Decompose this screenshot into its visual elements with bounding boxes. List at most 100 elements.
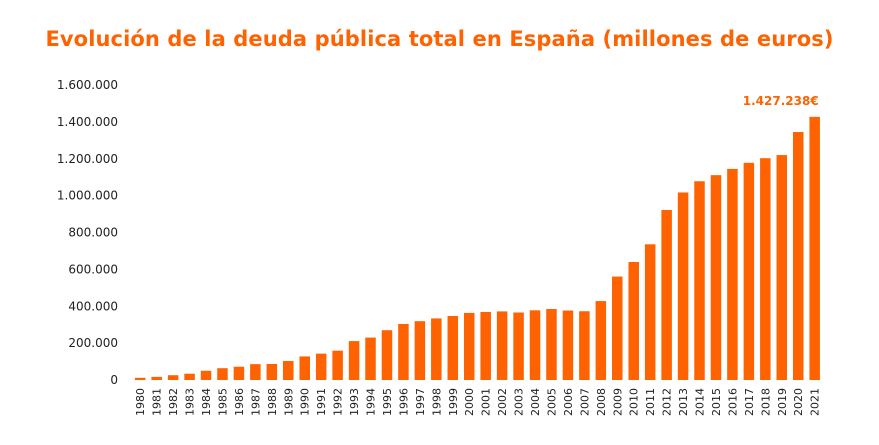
bar-1988 xyxy=(266,363,278,380)
x-tick-label: 2001 xyxy=(480,388,493,416)
y-tick-label: 1.000.000 xyxy=(57,189,118,203)
bar-1980 xyxy=(134,377,146,380)
y-tick-label: 600.000 xyxy=(68,262,118,276)
x-tick-label: 1998 xyxy=(430,388,443,416)
bar-2015 xyxy=(710,175,722,380)
y-tick-label: 1.400.000 xyxy=(57,115,118,129)
y-axis: 0 200.000 400.000 600.000 800.000 1.000.000 1.… xyxy=(57,78,118,387)
x-tick-label: 1996 xyxy=(397,388,410,416)
x-tick-label: 2003 xyxy=(513,388,526,416)
bar-2012 xyxy=(661,210,672,380)
bar-1982 xyxy=(167,375,179,380)
bar-1989 xyxy=(283,361,294,380)
bar-2020 xyxy=(792,132,804,380)
bar-2007 xyxy=(579,311,590,380)
bar-2003 xyxy=(513,312,524,380)
y-tick-label: 400.000 xyxy=(68,299,118,313)
x-tick-label: 2017 xyxy=(743,388,756,416)
bar-1991 xyxy=(315,353,327,380)
x-tick-label: 2019 xyxy=(776,388,789,416)
x-tick-label: 2016 xyxy=(726,388,739,416)
annotations: 1.427.238€ xyxy=(743,94,819,108)
x-tick-label: 2015 xyxy=(710,388,723,416)
bar-1986 xyxy=(233,366,245,380)
bar-2000 xyxy=(463,312,475,380)
x-tick-label: 1982 xyxy=(167,388,180,416)
bar-2005 xyxy=(546,309,557,380)
y-tick-label: 1.600.000 xyxy=(57,78,118,92)
bar-2013 xyxy=(677,192,689,380)
bar-1987 xyxy=(250,364,261,380)
bar-2018 xyxy=(760,158,771,380)
x-tick-label: 1981 xyxy=(151,388,164,416)
bar-2009 xyxy=(612,276,623,380)
x-tick-label: 2020 xyxy=(792,388,805,416)
y-tick-label: 1.200.000 xyxy=(57,152,118,166)
x-axis: 1980 1981 1982 1983 1984 1985 1986 1987 1988 1989… xyxy=(134,388,821,416)
bar-2016 xyxy=(727,168,738,380)
x-tick-label: 1991 xyxy=(315,388,328,416)
bar-2008 xyxy=(595,301,607,380)
bar-2001 xyxy=(480,311,491,380)
bar-1998 xyxy=(431,318,442,380)
bar-1994 xyxy=(365,337,376,380)
x-tick-label: 2008 xyxy=(595,388,608,416)
x-tick-label: 2007 xyxy=(578,388,591,416)
x-tick-label: 2006 xyxy=(562,388,575,416)
bar-1981 xyxy=(151,376,162,380)
bar-1983 xyxy=(184,373,195,380)
bar-2002 xyxy=(496,311,508,380)
x-tick-label: 1994 xyxy=(365,388,378,416)
bar-2010 xyxy=(628,262,639,380)
bar-1997 xyxy=(414,321,426,380)
x-tick-label: 1999 xyxy=(447,388,460,416)
x-tick-label: 2004 xyxy=(529,388,542,416)
bar-1999 xyxy=(447,316,459,380)
y-tick-label: 0 xyxy=(110,373,118,387)
x-tick-label: 1990 xyxy=(299,388,312,416)
x-tick-label: 2010 xyxy=(628,388,641,416)
bar-2021 xyxy=(809,116,820,380)
x-tick-label: 1984 xyxy=(200,388,213,416)
x-tick-label: 1985 xyxy=(216,388,229,416)
bar-1985 xyxy=(217,368,228,380)
x-tick-label: 2000 xyxy=(463,388,476,416)
bar-1996 xyxy=(398,323,409,380)
x-tick-label: 1988 xyxy=(266,388,279,416)
x-tick-label: 2012 xyxy=(661,388,674,416)
y-tick-label: 200.000 xyxy=(68,336,118,350)
bar-2006 xyxy=(562,310,574,380)
x-tick-label: 1992 xyxy=(332,388,345,416)
x-tick-label: 2005 xyxy=(545,388,558,416)
bar-1990 xyxy=(299,356,310,380)
bar-2019 xyxy=(776,155,788,380)
bars xyxy=(134,116,820,380)
bar-1995 xyxy=(381,330,393,380)
x-tick-label: 1997 xyxy=(414,388,427,416)
x-tick-label: 2002 xyxy=(496,388,509,416)
x-tick-label: 2011 xyxy=(644,388,657,416)
x-tick-label: 2013 xyxy=(677,388,690,416)
bar-2011 xyxy=(644,244,656,380)
bar-1993 xyxy=(348,341,360,380)
x-tick-label: 2014 xyxy=(694,388,707,416)
value-annotation-2021: 1.427.238€ xyxy=(743,94,819,108)
x-tick-label: 1989 xyxy=(282,388,295,416)
bar-2017 xyxy=(743,162,755,380)
x-tick-label: 2009 xyxy=(611,388,624,416)
x-tick-label: 2018 xyxy=(759,388,772,416)
x-tick-label: 1995 xyxy=(381,388,394,416)
x-tick-label: 1993 xyxy=(348,388,361,416)
chart-title: Evolución de la deuda pública total en E… xyxy=(45,27,834,51)
x-tick-label: 1987 xyxy=(249,388,262,416)
bar-2014 xyxy=(694,181,705,380)
x-tick-label: 2021 xyxy=(809,388,822,416)
y-tick-label: 800.000 xyxy=(68,226,118,240)
bar-2004 xyxy=(529,310,541,380)
x-tick-label: 1986 xyxy=(233,388,246,416)
bar-1992 xyxy=(332,350,343,380)
bar-1984 xyxy=(200,370,212,380)
x-tick-label: 1983 xyxy=(184,388,197,416)
x-tick-label: 1980 xyxy=(134,388,147,416)
